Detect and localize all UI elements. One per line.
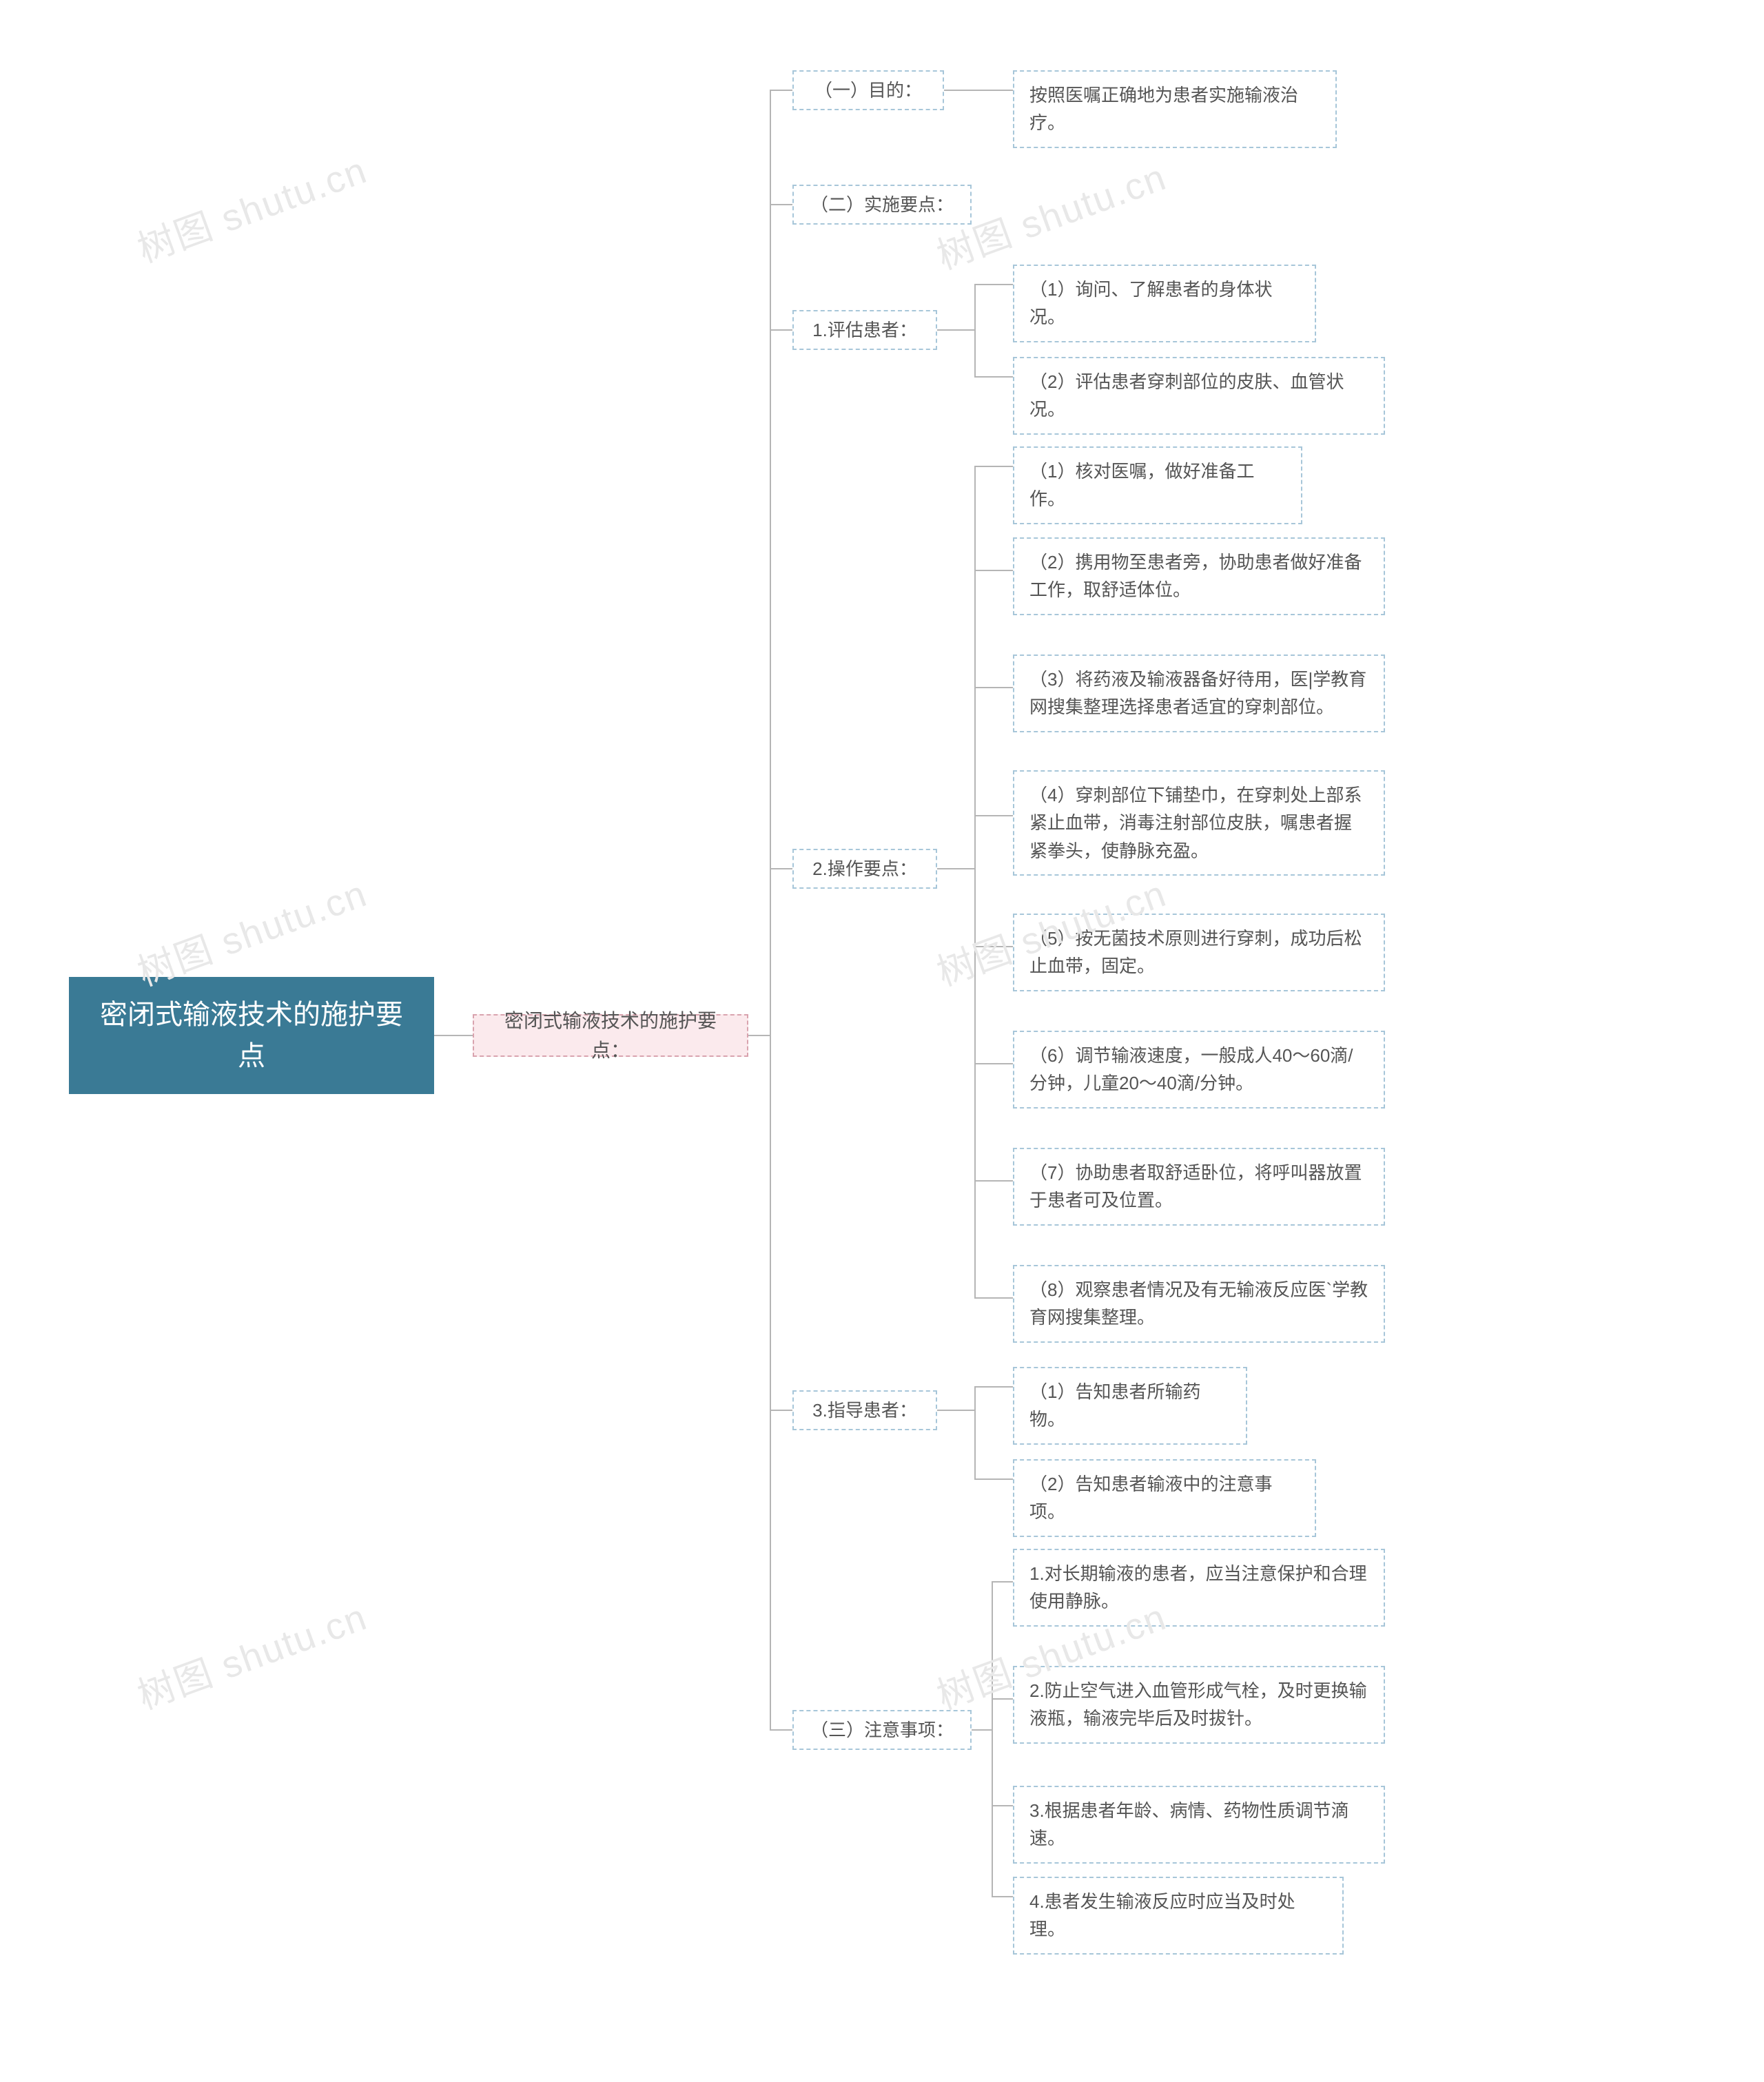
leaf-node: （2）告知患者输液中的注意事项。 <box>1013 1459 1316 1537</box>
level2-node: （三）注意事项： <box>792 1710 972 1750</box>
leaf-label: （5）按无菌技术原则进行穿刺，成功后松止血带，固定。 <box>1029 925 1368 980</box>
leaf-label: （3）将药液及输液器备好待用，医|学教育网搜集整理选择患者适宜的穿刺部位。 <box>1029 666 1368 721</box>
level2-node: 1.评估患者： <box>792 310 937 350</box>
leaf-node: 2.防止空气进入血管形成气栓，及时更换输液瓶，输液完毕后及时拔针。 <box>1013 1666 1385 1744</box>
leaf-label: （2）告知患者输液中的注意事项。 <box>1029 1470 1300 1526</box>
leaf-node: 3.根据患者年龄、病情、药物性质调节滴速。 <box>1013 1786 1385 1864</box>
leaf-label: （2）评估患者穿刺部位的皮肤、血管状况。 <box>1029 368 1368 424</box>
leaf-label: 3.根据患者年龄、病情、药物性质调节滴速。 <box>1029 1797 1368 1853</box>
leaf-node: （6）调节输液速度，一般成人40～60滴/分钟，儿童20～40滴/分钟。 <box>1013 1031 1385 1109</box>
leaf-label: （1）询问、了解患者的身体状况。 <box>1029 276 1300 331</box>
level1-label: 密闭式输液技术的施护要点： <box>493 1006 728 1066</box>
leaf-node: （1）核对医嘱，做好准备工作。 <box>1013 446 1302 524</box>
leaf-label: 按照医嘱正确地为患者实施输液治疗。 <box>1029 81 1320 137</box>
leaf-node: （3）将药液及输液器备好待用，医|学教育网搜集整理选择患者适宜的穿刺部位。 <box>1013 655 1385 732</box>
leaf-label: 2.防止空气进入血管形成气栓，及时更换输液瓶，输液完毕后及时拔针。 <box>1029 1677 1368 1733</box>
leaf-label: （1）核对医嘱，做好准备工作。 <box>1029 457 1286 513</box>
level2-label: （二）实施要点： <box>810 191 954 218</box>
leaf-node: （7）协助患者取舒适卧位，将呼叫器放置于患者可及位置。 <box>1013 1148 1385 1226</box>
watermark: 树图 shutu.cn <box>129 140 373 274</box>
leaf-label: （6）调节输液速度，一般成人40～60滴/分钟，儿童20～40滴/分钟。 <box>1029 1042 1368 1097</box>
leaf-node: 4.患者发生输液反应时应当及时处理。 <box>1013 1877 1344 1955</box>
leaf-label: （1）告知患者所输药物。 <box>1029 1378 1231 1434</box>
root-node: 密闭式输液技术的施护要点 <box>69 977 434 1094</box>
level2-label: 3.指导患者： <box>812 1396 917 1424</box>
leaf-node: （8）观察患者情况及有无输液反应医`学教育网搜集整理。 <box>1013 1265 1385 1343</box>
level2-node: 2.操作要点： <box>792 849 937 889</box>
leaf-node: （1）询问、了解患者的身体状况。 <box>1013 265 1316 342</box>
leaf-node: 按照医嘱正确地为患者实施输液治疗。 <box>1013 70 1337 148</box>
level2-node: 3.指导患者： <box>792 1390 937 1430</box>
leaf-label: （4）穿刺部位下铺垫巾，在穿刺处上部系紧止血带，消毒注射部位皮肤，嘱患者握紧拳头… <box>1029 781 1368 865</box>
level2-label: 2.操作要点： <box>812 855 917 883</box>
leaf-label: （2）携用物至患者旁，协助患者做好准备工作，取舒适体位。 <box>1029 548 1368 604</box>
level2-node: （二）实施要点： <box>792 185 972 225</box>
leaf-label: （8）观察患者情况及有无输液反应医`学教育网搜集整理。 <box>1029 1276 1368 1332</box>
leaf-label: （7）协助患者取舒适卧位，将呼叫器放置于患者可及位置。 <box>1029 1159 1368 1215</box>
leaf-node: （4）穿刺部位下铺垫巾，在穿刺处上部系紧止血带，消毒注射部位皮肤，嘱患者握紧拳头… <box>1013 770 1385 876</box>
leaf-label: 4.患者发生输液反应时应当及时处理。 <box>1029 1888 1327 1944</box>
level2-label: 1.评估患者： <box>812 316 917 344</box>
leaf-node: （2）携用物至患者旁，协助患者做好准备工作，取舒适体位。 <box>1013 537 1385 615</box>
level2-label: （一）目的： <box>814 76 922 104</box>
leaf-node: （1）告知患者所输药物。 <box>1013 1367 1247 1445</box>
level2-label: （三）注意事项： <box>810 1716 954 1744</box>
leaf-node: 1.对长期输液的患者，应当注意保护和合理使用静脉。 <box>1013 1549 1385 1627</box>
level1-node: 密闭式输液技术的施护要点： <box>473 1014 748 1057</box>
root-label: 密闭式输液技术的施护要点 <box>94 994 409 1077</box>
leaf-label: 1.对长期输液的患者，应当注意保护和合理使用静脉。 <box>1029 1560 1368 1616</box>
leaf-node: （2）评估患者穿刺部位的皮肤、血管状况。 <box>1013 357 1385 435</box>
watermark: 树图 shutu.cn <box>129 1587 373 1720</box>
level2-node: （一）目的： <box>792 70 944 110</box>
leaf-node: （5）按无菌技术原则进行穿刺，成功后松止血带，固定。 <box>1013 914 1385 991</box>
